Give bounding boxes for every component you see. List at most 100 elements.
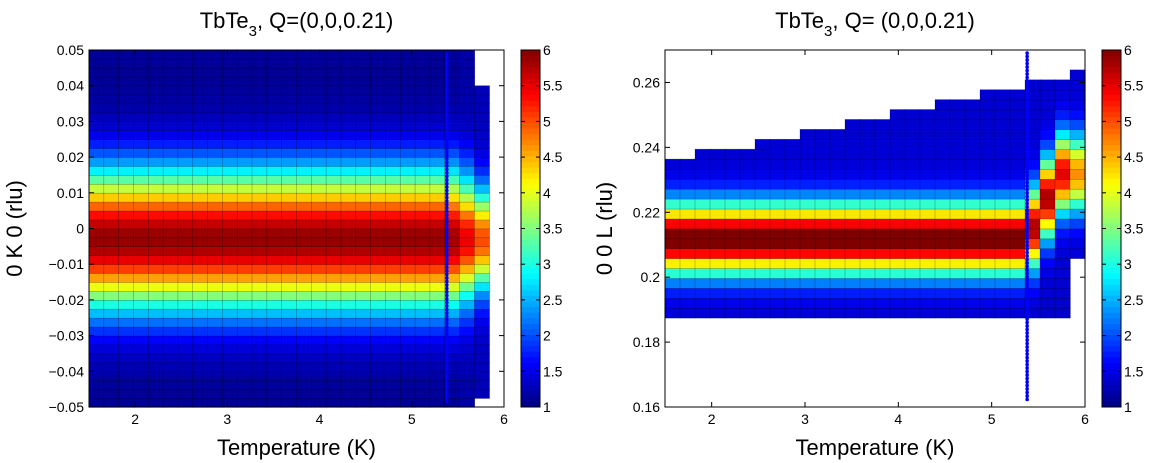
heatmap-cell — [281, 183, 298, 194]
heatmap-cell — [177, 299, 194, 310]
heatmap-cell — [325, 138, 342, 149]
heatmap-cell — [459, 281, 476, 292]
transition-marker-dot — [445, 300, 449, 305]
heatmap-cell — [844, 119, 861, 131]
heatmap-cell — [429, 246, 446, 256]
heatmap-cell — [724, 198, 741, 210]
heatmap-cell — [222, 335, 238, 346]
colorbar-segment — [521, 334, 540, 341]
heatmap-cell — [370, 299, 387, 310]
heatmap-cell — [459, 370, 476, 381]
heatmap-cell — [355, 228, 372, 239]
heatmap-cell — [874, 178, 891, 190]
heatmap-cell — [474, 201, 490, 212]
heatmap-cell — [784, 158, 801, 170]
transition-marker-dot — [445, 157, 449, 161]
colorbar-segment — [1102, 72, 1121, 79]
transition-marker-dot — [1025, 317, 1029, 321]
heatmap-cell — [1009, 168, 1026, 180]
heatmap-cell — [147, 263, 164, 274]
heatmap-cell — [769, 208, 786, 220]
colorbar-segment — [521, 340, 540, 347]
heatmap-cell — [1039, 248, 1056, 259]
heatmap-cell — [207, 344, 224, 355]
heatmap-cell — [192, 76, 209, 87]
transition-marker-dot — [445, 108, 449, 112]
heatmap-cell — [147, 138, 164, 149]
heatmap-cell — [429, 121, 446, 132]
heatmap-cell — [222, 344, 238, 355]
heatmap-cell — [162, 317, 179, 328]
heatmap-cell — [399, 246, 416, 256]
transition-marker-dot — [445, 255, 449, 259]
heatmap-cell — [222, 326, 238, 337]
transition-marker-dot — [445, 188, 449, 193]
heatmap-cell — [296, 85, 313, 96]
heatmap-cell — [844, 257, 861, 269]
heatmap-cell — [192, 192, 209, 203]
colorbar-segment — [1102, 234, 1121, 241]
heatmap-cell — [1069, 89, 1086, 101]
heatmap-cell — [251, 335, 268, 346]
heatmap-cell — [754, 148, 771, 160]
heatmap-cell — [236, 94, 253, 105]
heatmap-cell — [311, 201, 327, 212]
heatmap-cell — [919, 267, 936, 279]
heatmap-cell — [385, 263, 401, 274]
heatmap-cell — [103, 362, 120, 372]
heatmap-cell — [370, 388, 387, 399]
heatmap-cell — [177, 121, 194, 132]
heatmap-cell — [709, 267, 726, 279]
colorbar-segment — [521, 50, 540, 57]
heatmap-cell — [429, 353, 446, 364]
heatmap-cell — [904, 248, 921, 259]
transition-marker-dot — [445, 360, 449, 364]
heatmap-cell — [251, 379, 268, 390]
heatmap-cell — [949, 277, 966, 289]
heatmap-cell — [459, 362, 476, 372]
heatmap-cell — [934, 287, 951, 299]
heatmap-cell — [934, 228, 951, 240]
heatmap-cell — [296, 67, 313, 78]
heatmap-cell — [784, 257, 801, 269]
heatmap-cell — [769, 168, 786, 180]
heatmap-cell — [889, 228, 906, 240]
heatmap-cell — [964, 198, 981, 210]
heatmap-cell — [934, 129, 951, 140]
heatmap-cell — [222, 130, 238, 140]
heatmap-cell — [236, 67, 253, 78]
heatmap-cell — [399, 121, 416, 132]
heatmap-cell — [162, 379, 179, 390]
heatmap-cell — [459, 85, 476, 96]
heatmap-cell — [177, 103, 194, 114]
colorbar-tick-label: 5.5 — [1124, 78, 1144, 94]
heatmap-cell — [133, 58, 149, 69]
heatmap-cell — [340, 388, 357, 399]
transition-marker-dot — [445, 290, 449, 294]
transition-marker-dot — [1025, 138, 1029, 143]
heatmap-cell — [1009, 267, 1026, 279]
heatmap-cell — [133, 85, 149, 96]
heatmap-cell — [739, 188, 756, 200]
heatmap-cell — [964, 148, 981, 160]
heatmap-cell — [949, 307, 966, 319]
heatmap-cell — [754, 248, 771, 259]
heatmap-cell — [784, 138, 801, 150]
heatmap-cell — [88, 237, 105, 248]
heatmap-cell — [459, 254, 476, 265]
heatmap-cell — [1054, 208, 1071, 220]
heatmap-cell — [1054, 99, 1071, 111]
heatmap-cell — [177, 397, 194, 408]
heatmap-cell — [429, 156, 446, 167]
heatmap-cell — [296, 388, 313, 399]
heatmap-cell — [414, 370, 431, 381]
heatmap-cell — [207, 67, 224, 78]
heatmap-cell — [385, 85, 401, 96]
heatmap-cell — [664, 168, 681, 180]
heatmap-cell — [222, 201, 238, 212]
heatmap-cell — [979, 218, 996, 230]
transition-marker-dot — [445, 297, 449, 301]
heatmap-cell — [103, 370, 120, 381]
colorbar-segment — [521, 284, 540, 291]
heatmap-cell — [399, 263, 416, 274]
